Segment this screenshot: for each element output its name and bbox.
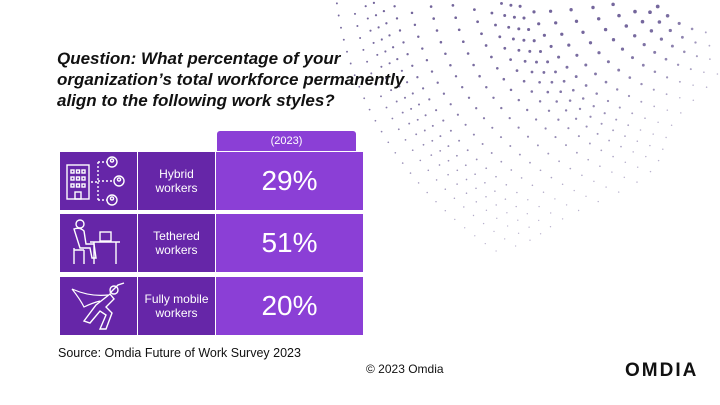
omdia-logo: OMDIA [625,360,699,381]
table-row-tethered: Tethered workers 51% [60,214,363,272]
table-row-hybrid: Hybrid workers 29% [60,152,363,210]
row-label-mobile: Fully mobile workers [138,277,215,335]
row-label-hybrid: Hybrid workers [138,152,215,210]
office-network-icon [60,152,137,210]
row-label-tethered: Tethered workers [138,214,215,272]
year-column-header: (2023) [217,131,356,151]
table-row-mobile: Fully mobile workers 20% [60,277,363,335]
flying-hero-icon [60,277,137,335]
row-value-tethered: 51% [216,214,363,272]
row-value-mobile: 20% [216,277,363,335]
copyright-notice: © 2023 Omdia [366,362,444,376]
row-value-hybrid: 29% [216,152,363,210]
source-note: Source: Omdia Future of Work Survey 2023 [58,346,301,360]
desk-worker-icon [60,214,137,272]
survey-question: Question: What percentage of your organi… [57,49,405,110]
